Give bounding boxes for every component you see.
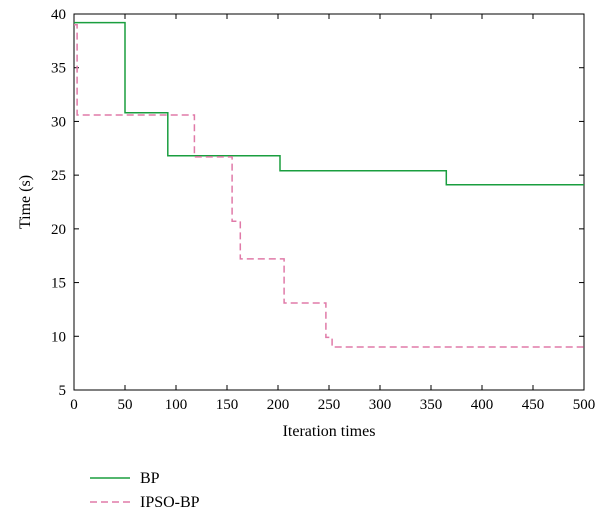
x-tick-label: 100 xyxy=(165,397,188,413)
series-line-ipso-bp xyxy=(74,23,584,348)
plot-area xyxy=(73,13,585,391)
y-tick-label: 40 xyxy=(51,7,66,23)
y-tick-label: 10 xyxy=(51,329,66,345)
y-tick-label: 25 xyxy=(51,168,66,184)
legend: BP IPSO-BP xyxy=(90,470,200,511)
y-tick-label: 5 xyxy=(59,383,67,399)
y-tick-label: 30 xyxy=(51,114,66,130)
y-tick-label: 15 xyxy=(51,276,66,292)
y-tick-label: 35 xyxy=(51,61,66,77)
x-tick-label: 250 xyxy=(318,397,341,413)
y-axis: 5 10 15 20 25 30 35 40 xyxy=(51,7,584,399)
x-tick-label: 0 xyxy=(70,397,78,413)
x-axis-title: Iteration times xyxy=(283,423,376,440)
x-tick-label: 400 xyxy=(471,397,494,413)
x-tick-label: 300 xyxy=(369,397,392,413)
x-tick-label: 500 xyxy=(573,397,596,413)
x-tick-label: 350 xyxy=(420,397,443,413)
x-tick-label: 200 xyxy=(267,397,290,413)
y-axis-title: Time (s) xyxy=(17,175,34,229)
x-tick-label: 450 xyxy=(522,397,545,413)
plot-frame xyxy=(73,13,585,391)
x-axis: 0 50 100 150 200 250 300 350 400 450 500 xyxy=(70,14,595,413)
series-line-bp xyxy=(74,21,584,186)
x-tick-label: 50 xyxy=(118,397,133,413)
series-layer xyxy=(74,21,584,348)
x-tick-label: 150 xyxy=(216,397,239,413)
y-tick-label: 20 xyxy=(51,222,66,238)
legend-label: IPSO-BP xyxy=(140,494,200,511)
legend-label: BP xyxy=(140,470,160,487)
